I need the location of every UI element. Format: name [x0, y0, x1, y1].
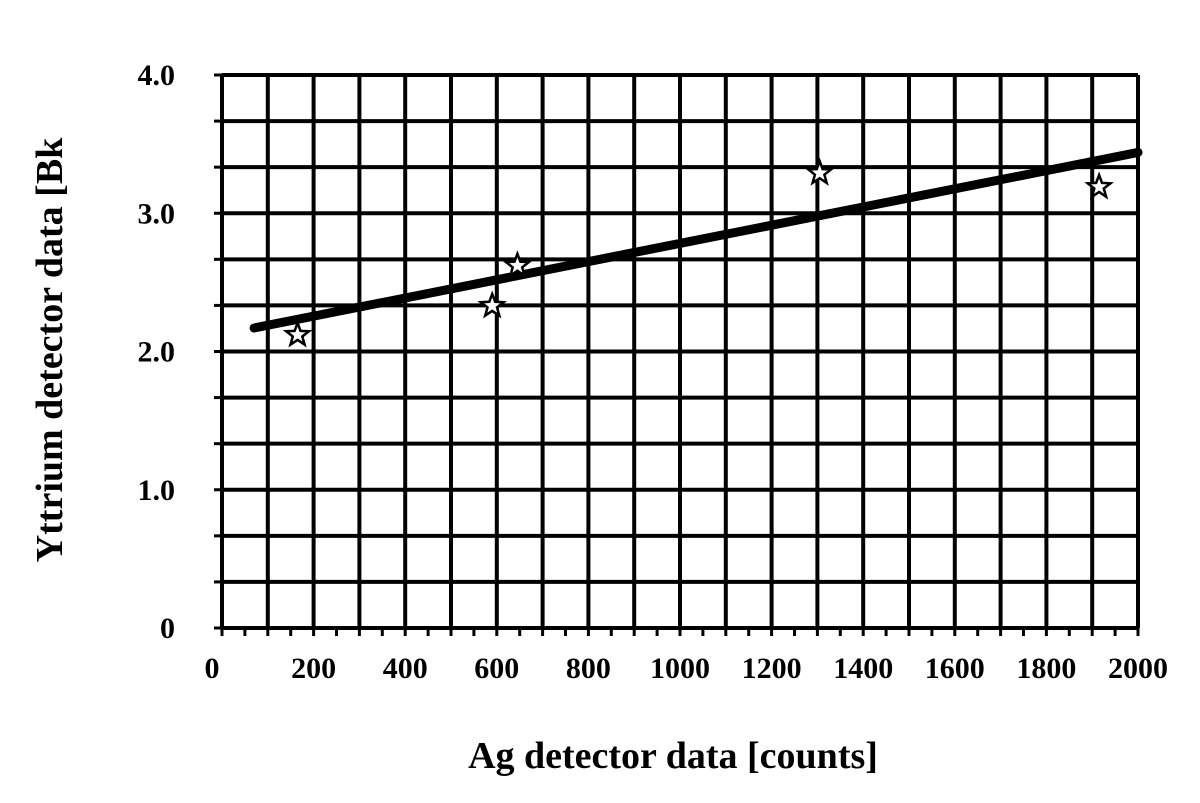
data-point-star	[1084, 171, 1114, 200]
x-tick-label: 0	[205, 652, 220, 685]
x-tick-label: 400	[383, 652, 428, 685]
y-tick-label: 1.0	[138, 474, 176, 507]
data-point-star	[804, 157, 835, 186]
x-tick-label: 1600	[925, 652, 985, 685]
y-tick-label: 4.0	[138, 59, 176, 92]
x-tick-label: 1000	[650, 652, 710, 685]
fit-line-group	[249, 147, 1143, 333]
x-tick-label: 1800	[1016, 652, 1076, 685]
y-axis-title: Yttrium detector data [Bk	[29, 137, 71, 562]
x-tick-label: 1200	[742, 652, 802, 685]
y-tick-label: 0	[160, 612, 175, 645]
y-tick-label: 2.0	[138, 336, 176, 369]
data-points	[282, 157, 1114, 348]
x-axis-title: Ag detector data [counts]	[468, 735, 878, 777]
grid	[214, 73, 1140, 636]
y-tick-label: 3.0	[138, 197, 176, 230]
fit-line	[249, 147, 1143, 333]
data-point-star	[477, 290, 508, 319]
x-tick-label: 600	[474, 652, 519, 685]
x-tick-label: 2000	[1108, 652, 1168, 685]
x-tick-labels: 0 200 400 600 800 1000 1200 1400 1600 1800 2000	[205, 652, 1169, 685]
x-tick-label: 1400	[833, 652, 893, 685]
y-tick-labels: 0 1.0 2.0 3.0 4.0	[138, 59, 176, 645]
x-tick-label: 200	[291, 652, 336, 685]
data-point-star	[502, 250, 533, 279]
data-point-star	[282, 319, 313, 348]
x-tick-label: 800	[566, 652, 611, 685]
